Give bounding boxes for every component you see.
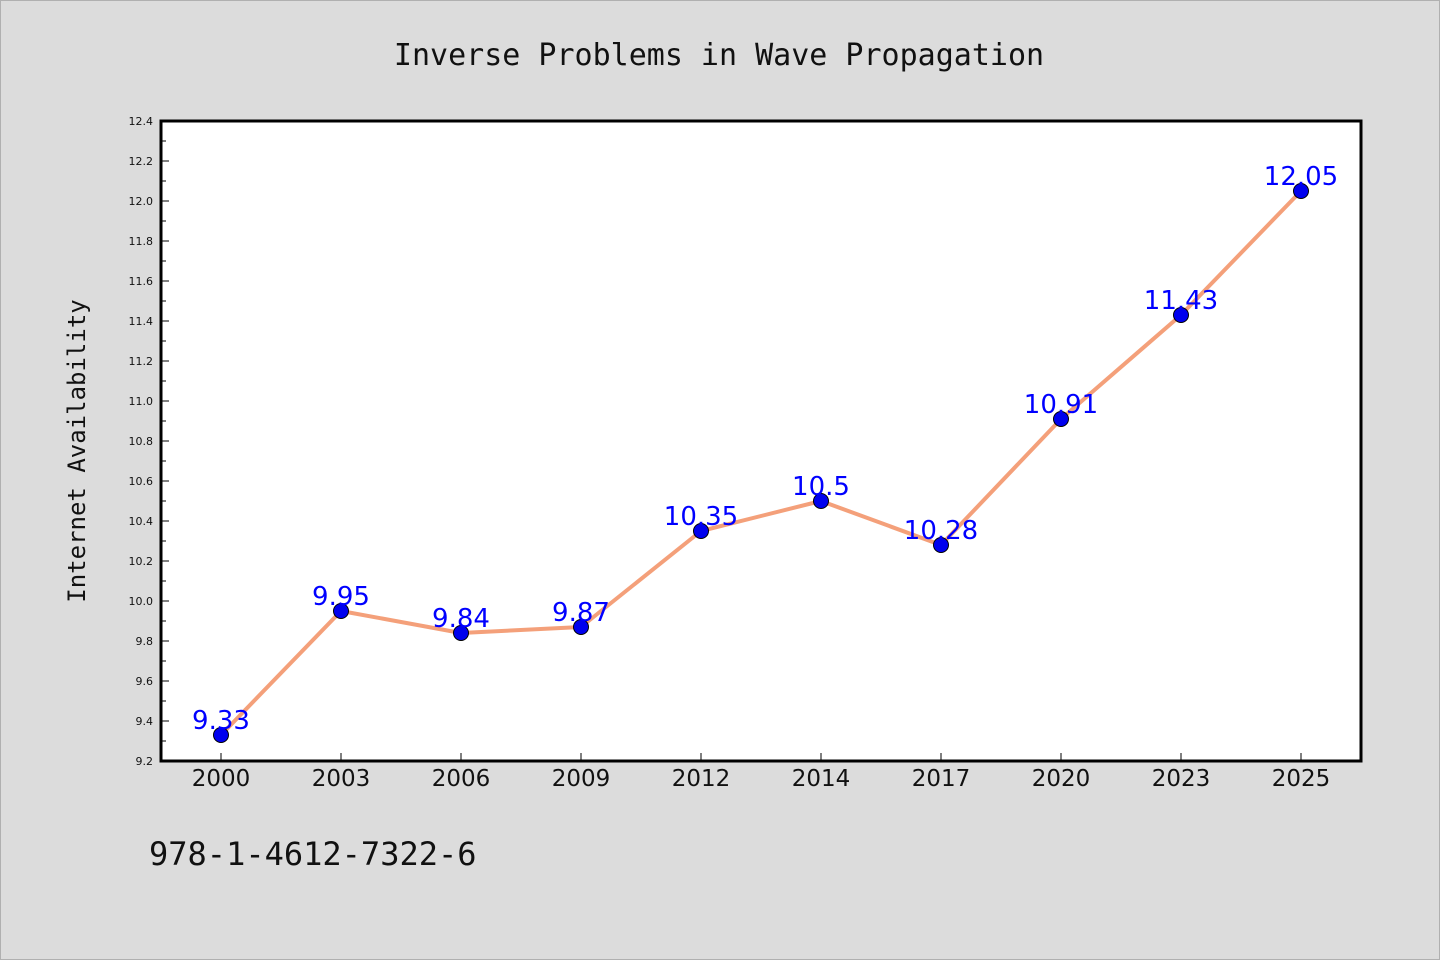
data-label: 10.91 xyxy=(1024,390,1098,420)
y-tick-label: 9.2 xyxy=(136,755,154,768)
data-label: 9.95 xyxy=(312,582,370,612)
x-tick-label: 2006 xyxy=(432,766,491,792)
x-tick-label: 2003 xyxy=(312,766,371,792)
chart-title: Inverse Problems in Wave Propagation xyxy=(394,38,1044,73)
y-tick-label: 10.6 xyxy=(129,475,154,488)
data-point-marker xyxy=(813,493,829,509)
x-tick-label: 2025 xyxy=(1272,766,1331,792)
data-point-marker xyxy=(333,603,349,619)
data-label: 9.33 xyxy=(192,706,250,736)
data-label: 10.35 xyxy=(664,502,738,532)
data-label: 11.43 xyxy=(1144,286,1218,316)
y-tick-label: 9.8 xyxy=(136,635,154,648)
data-point-marker xyxy=(453,625,469,641)
y-tick-label: 9.6 xyxy=(136,675,154,688)
data-point-marker xyxy=(573,619,589,635)
y-tick-label: 12.0 xyxy=(129,195,154,208)
y-tick-label: 10.8 xyxy=(129,435,154,448)
x-tick-label: 2012 xyxy=(672,766,731,792)
y-tick-label: 11.8 xyxy=(129,235,154,248)
x-tick-label: 2023 xyxy=(1152,766,1211,792)
y-axis-label: Internet Availability xyxy=(63,299,91,602)
x-axis: 2000 2003 2006 2009 2012 2014 2017 2020 2023 2025 xyxy=(192,753,1331,792)
data-point-marker xyxy=(1173,307,1189,323)
x-tick-label: 2017 xyxy=(912,766,971,792)
y-tick-label: 12.4 xyxy=(129,115,154,128)
series-layer: 9.33 9.95 9.84 9.87 10.35 10.5 10.28 10.91 11.43… xyxy=(192,162,1338,743)
y-tick-label: 11.4 xyxy=(129,315,154,328)
y-tick-label: 10.2 xyxy=(129,555,154,568)
series-line xyxy=(219,189,1303,737)
data-point-marker xyxy=(1293,183,1309,199)
isbn-label: 978-1-4612-7322-6 xyxy=(149,835,477,873)
data-point-marker xyxy=(1053,411,1069,427)
data-point-marker xyxy=(933,537,949,553)
y-tick-label: 12.2 xyxy=(129,155,154,168)
plot-area xyxy=(159,119,1363,763)
y-tick-label: 11.0 xyxy=(129,395,154,408)
y-axis: 9.2 9.4 9.6 9.8 10.0 10.2 10.4 10.6 10.8 11.0 11.2… xyxy=(129,115,169,768)
y-tick-label: 10.0 xyxy=(129,595,154,608)
x-tick-label: 2014 xyxy=(792,766,851,792)
data-label: 12.05 xyxy=(1264,162,1338,192)
y-tick-label: 11.6 xyxy=(129,275,154,288)
data-label: 9.84 xyxy=(432,604,490,634)
data-label: 10.28 xyxy=(904,516,978,546)
data-point-marker xyxy=(213,727,229,743)
x-tick-label: 2020 xyxy=(1032,766,1091,792)
y-tick-label: 9.4 xyxy=(136,715,154,728)
data-label: 9.87 xyxy=(552,598,610,628)
x-tick-label: 2000 xyxy=(192,766,251,792)
y-tick-label: 10.4 xyxy=(129,515,154,528)
data-label: 10.5 xyxy=(792,472,850,502)
data-point-marker xyxy=(693,523,709,539)
y-tick-label: 11.2 xyxy=(129,355,154,368)
x-tick-label: 2009 xyxy=(552,766,611,792)
